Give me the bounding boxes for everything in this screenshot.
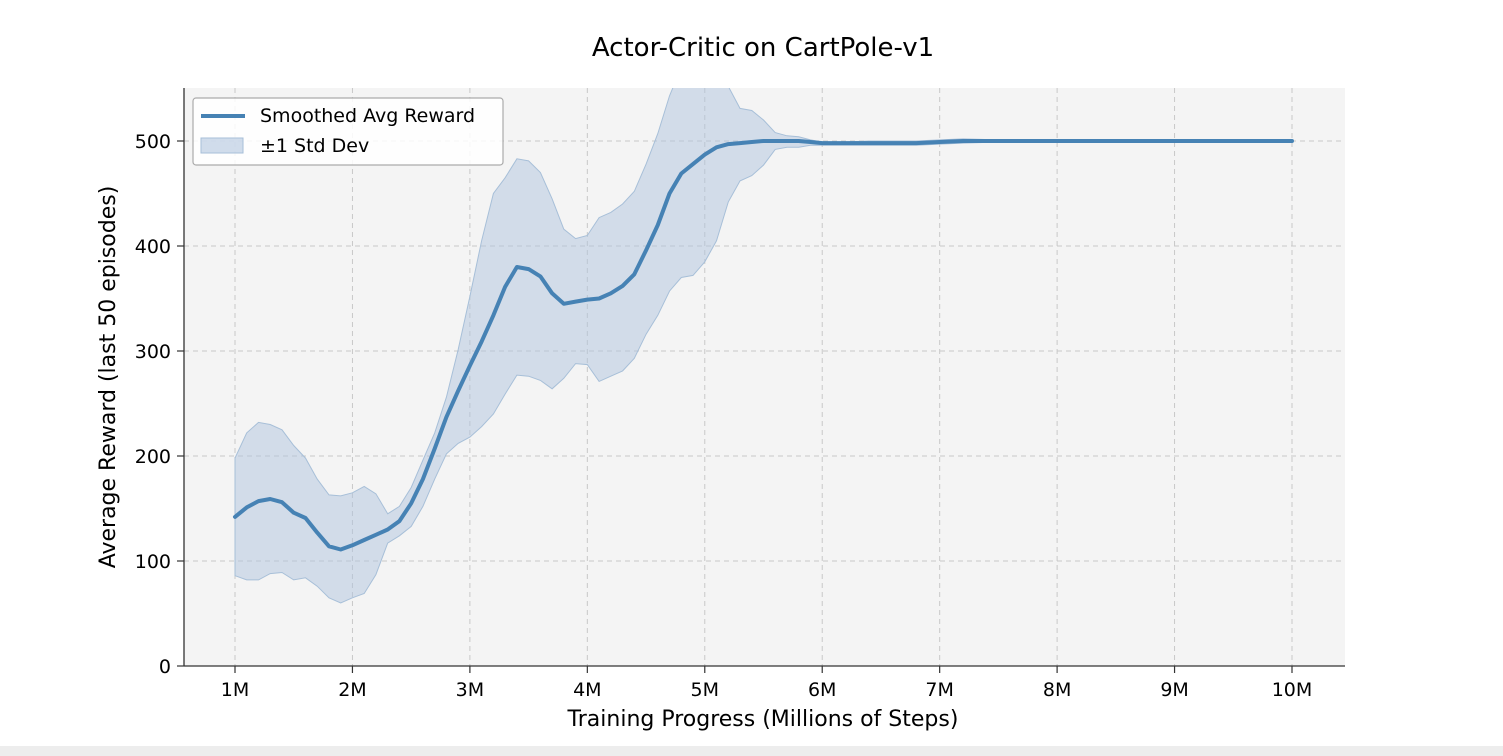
- legend-box: [192, 97, 504, 166]
- x-tick-label: 9M: [1160, 679, 1188, 701]
- smoothed-reward-line: [233, 139, 1294, 552]
- x-tick-label: 7M: [925, 679, 953, 701]
- chart-title: Actor-Critic on CartPole-v1: [592, 33, 934, 63]
- y-tick-label: 200: [135, 446, 171, 468]
- y-tick-label: 100: [135, 551, 171, 573]
- legend-label-band: ±1 Std Dev: [260, 135, 369, 157]
- reward-line-layer: [233, 139, 1294, 552]
- y-axis-label: Average Reward (last 50 episodes): [96, 186, 121, 569]
- y-tick-label: 400: [135, 236, 171, 258]
- x-axis-label: Training Progress (Millions of Steps): [567, 707, 959, 732]
- bottom-window-strip: [0, 746, 1503, 756]
- x-tick-label: 4M: [573, 679, 601, 701]
- x-tick-label: 3M: [456, 679, 484, 701]
- x-tick-label: 10M: [1272, 679, 1313, 701]
- right-window-strip: [1493, 0, 1503, 746]
- x-tick-label: 1M: [221, 679, 249, 701]
- x-tick-label: 2M: [338, 679, 366, 701]
- legend-label-line: Smoothed Avg Reward: [260, 105, 475, 127]
- y-tick-label: 500: [135, 131, 171, 153]
- legend-band-swatch: [200, 137, 244, 154]
- y-tick-label: 0: [159, 656, 171, 678]
- x-tick-label: 6M: [808, 679, 836, 701]
- y-tick-label: 300: [135, 341, 171, 363]
- y-axis-ticks: 0 100 200 300 400 500: [135, 131, 184, 678]
- x-axis-ticks: 1M 2M 3M 4M 5M 6M 7M 8M 9M 10M: [221, 666, 1313, 701]
- legend: Smoothed Avg Reward ±1 Std Dev: [192, 97, 504, 166]
- x-tick-label: 8M: [1043, 679, 1071, 701]
- x-tick-label: 5M: [691, 679, 719, 701]
